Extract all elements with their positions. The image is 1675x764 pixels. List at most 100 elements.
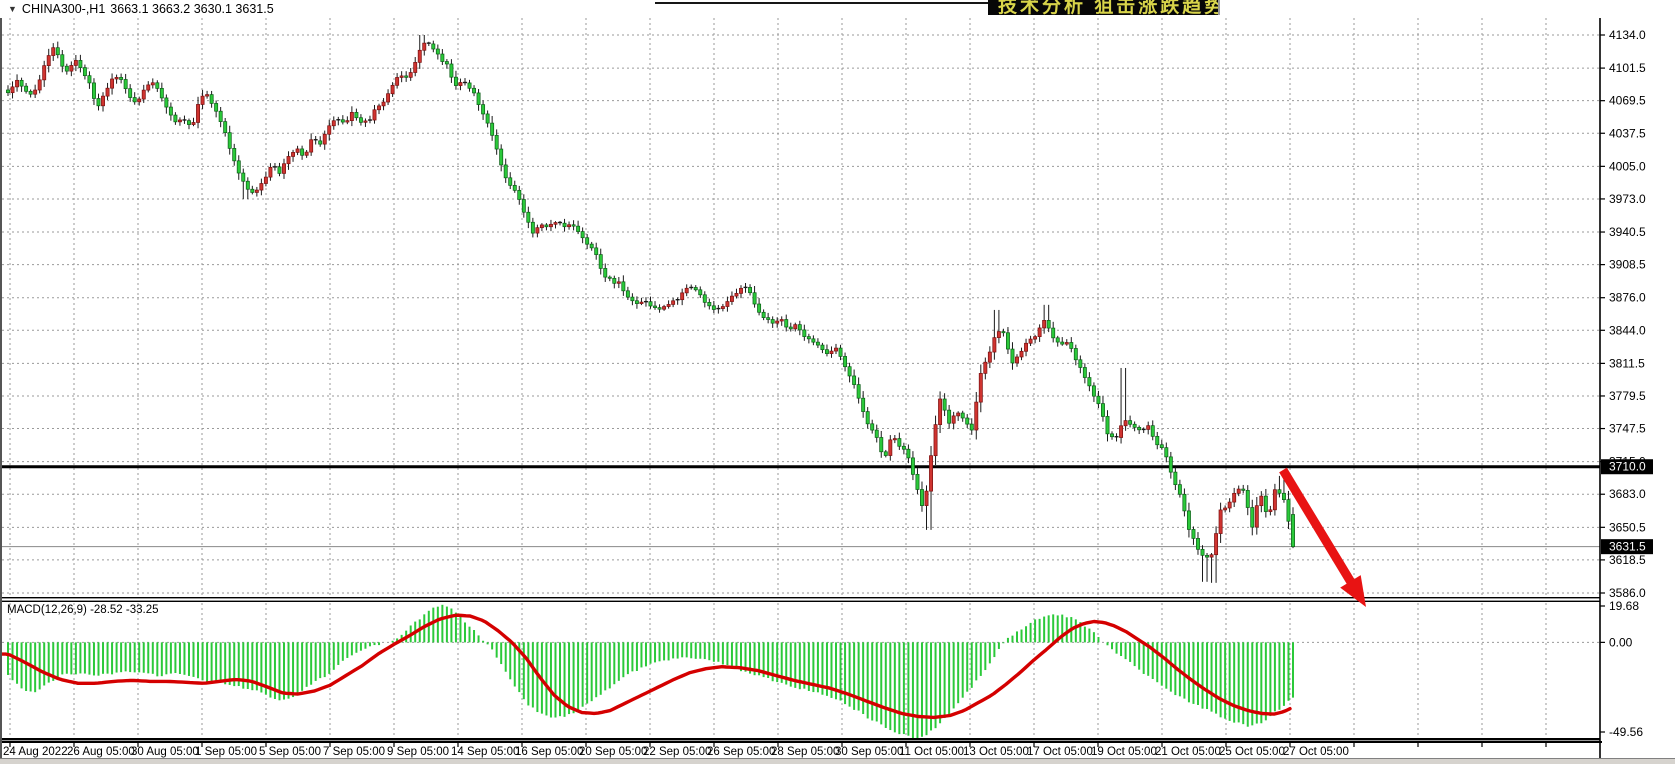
- price-axis[interactable]: 4134.0 4101.5 4069.5 4037.5 4005.0 3973.0 3940…: [1600, 28, 1653, 739]
- macd-histogram-bar: [1034, 619, 1037, 643]
- candle-body: [435, 48, 440, 55]
- price-tick-label: 3586.0: [1609, 586, 1646, 600]
- candle-body: [349, 112, 354, 121]
- date-label: 17 Oct 05:00: [1027, 746, 1093, 758]
- macd-histogram-bar: [1264, 642, 1267, 721]
- candle-body: [766, 317, 771, 320]
- candle-body: [92, 82, 96, 99]
- date-label: 24 Aug 2022: [3, 746, 68, 758]
- macd-histogram-bar: [482, 640, 485, 643]
- macd-histogram-bar: [1219, 642, 1222, 718]
- macd-histogram-bar: [7, 642, 9, 675]
- candle-body: [123, 79, 128, 90]
- macd-histogram-bar: [672, 642, 675, 659]
- macd-panel[interactable]: [2, 604, 1294, 740]
- candle-body: [110, 78, 115, 89]
- candle-body: [1137, 427, 1142, 431]
- candle-body: [879, 437, 884, 453]
- candle-body: [15, 79, 19, 88]
- candle-body: [250, 188, 255, 193]
- candle-body: [377, 105, 381, 111]
- candle-body: [1064, 342, 1069, 345]
- macd-histogram-bar: [174, 642, 177, 673]
- macd-histogram-bar: [1156, 642, 1159, 683]
- macd-histogram-bar: [124, 642, 127, 672]
- macd-histogram-bar: [450, 608, 453, 643]
- panel-divider[interactable]: [0, 600, 1600, 602]
- candle-body: [702, 294, 707, 303]
- candle-body: [499, 148, 504, 166]
- candle-body: [1037, 327, 1042, 337]
- macd-histogram-bar: [735, 642, 738, 669]
- macd-histogram-bar: [608, 642, 611, 689]
- candle-body: [942, 398, 947, 411]
- chevron-down-icon[interactable]: ▼: [8, 4, 17, 14]
- macd-histogram-bar: [147, 642, 150, 674]
- macd-histogram-bar: [292, 642, 295, 698]
- trend-arrow-shaft[interactable]: [1279, 467, 1357, 588]
- candle-body: [1001, 331, 1006, 334]
- candle-body: [404, 75, 409, 78]
- candle-body: [1019, 350, 1024, 358]
- macd-histogram-bar: [1092, 632, 1095, 643]
- macd-histogram-bar: [115, 642, 118, 673]
- price-tick-label: 3811.5: [1609, 356, 1645, 370]
- candle-body: [318, 140, 323, 145]
- candle-body: [906, 448, 911, 459]
- macd-histogram-bar: [1124, 642, 1127, 660]
- candle-body: [1268, 509, 1273, 512]
- macd-histogram-bar: [893, 642, 896, 733]
- macd-histogram-bar: [821, 642, 824, 695]
- macd-histogram-bar: [730, 642, 733, 668]
- macd-histogram-bar: [242, 642, 245, 689]
- price-tick-label: 3940.5: [1609, 225, 1646, 239]
- macd-histogram-bar: [165, 642, 168, 675]
- candle-body: [960, 412, 965, 419]
- macd-histogram-bar: [237, 642, 240, 687]
- macd-histogram-bar: [604, 642, 607, 691]
- macd-histogram-bar: [825, 642, 828, 696]
- date-label: 30 Sep 05:00: [835, 746, 903, 758]
- macd-histogram-bar: [287, 642, 290, 699]
- candle-body: [101, 95, 105, 107]
- candle-body: [856, 384, 861, 399]
- date-label: 7 Sep 05:00: [323, 746, 385, 758]
- candle-body: [834, 347, 838, 352]
- macd-histogram-bar: [531, 642, 534, 708]
- macd-histogram-bar: [739, 642, 742, 672]
- candle-body: [1205, 554, 1209, 558]
- candle-body: [684, 287, 689, 294]
- macd-histogram-bar: [590, 642, 593, 702]
- candle-body: [263, 176, 268, 184]
- macd-histogram-bar: [595, 642, 598, 698]
- candle-body: [1046, 320, 1051, 329]
- macd-histogram-bar: [1015, 631, 1018, 643]
- candle-body: [386, 93, 391, 103]
- macd-histogram-bar: [1160, 642, 1163, 686]
- candle-body: [634, 300, 639, 304]
- macd-histogram-bar: [56, 642, 59, 678]
- macd-histogram-bar: [527, 642, 530, 706]
- trend-arrow-head[interactable]: [1340, 575, 1366, 607]
- candle-body: [60, 54, 65, 67]
- macd-histogram-bar: [803, 642, 806, 689]
- date-label: 26 Sep 05:00: [707, 746, 775, 758]
- candle-body: [996, 331, 1001, 338]
- candle-body: [10, 86, 15, 94]
- candle-body: [232, 148, 237, 162]
- macd-histogram-bar: [993, 642, 996, 658]
- candle-body: [191, 122, 196, 125]
- macd-histogram-bar: [301, 642, 304, 691]
- macd-histogram-bar: [445, 606, 448, 643]
- candle-body: [485, 113, 490, 124]
- candle-body: [1055, 337, 1060, 343]
- candle-body: [1282, 492, 1286, 501]
- candle-body: [241, 172, 246, 182]
- candle-body: [969, 423, 974, 431]
- candle-body: [363, 120, 368, 123]
- candle-body: [277, 166, 282, 174]
- macd-histogram-bar: [463, 622, 466, 643]
- main-price-panel[interactable]: [2, 35, 1600, 583]
